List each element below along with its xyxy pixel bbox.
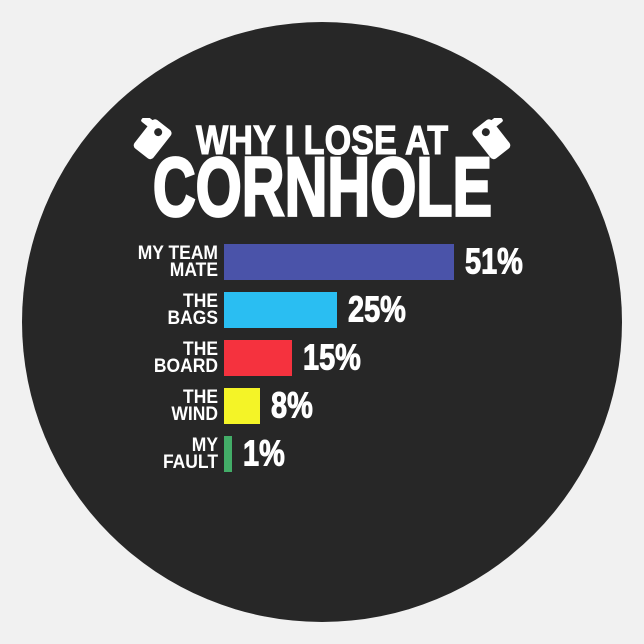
category-label: THE WIND — [135, 387, 218, 425]
cornhole-board-icon — [133, 118, 172, 160]
title-line2: CORNHOLE — [151, 140, 492, 235]
title-line2-wrap: CORNHOLE — [22, 144, 622, 230]
category-label-line2: BAGS — [167, 308, 218, 329]
bar — [224, 340, 292, 376]
category-label-line1: MY TEAM — [137, 243, 218, 264]
category-label: THE BAGS — [135, 291, 218, 329]
value-label: 15% — [303, 337, 362, 378]
bar — [224, 244, 454, 280]
category-label-line1: THE — [183, 291, 218, 312]
category-label-line1: THE — [183, 387, 218, 408]
chart-row: MY FAULT 1% — [128, 433, 548, 474]
value-label: 1% — [243, 433, 286, 474]
cornhole-board-icon — [472, 118, 511, 160]
bar-chart: MY TEAM MATE 51% THE BAGS 25% THE BOARD — [128, 241, 548, 484]
chart-row: THE BAGS 25% — [128, 289, 548, 330]
chart-row: THE WIND 8% — [128, 385, 548, 426]
category-label-line1: MY — [191, 435, 218, 456]
title-row: WHY I LOSE AT — [22, 117, 622, 164]
bar — [224, 388, 260, 424]
category-label: THE BOARD — [135, 339, 218, 377]
category-label-line2: MATE — [169, 260, 218, 281]
bar — [224, 292, 337, 328]
value-label: 25% — [348, 289, 407, 330]
category-label-line2: BOARD — [153, 356, 218, 377]
category-label-line2: FAULT — [162, 452, 218, 473]
bar — [224, 436, 232, 472]
value-label: 51% — [465, 241, 524, 282]
title-line1: WHY I LOSE AT — [195, 117, 449, 164]
category-label-line2: WIND — [171, 404, 218, 425]
chart-row: THE BOARD 15% — [128, 337, 548, 378]
chart-row: MY TEAM MATE 51% — [128, 241, 548, 282]
category-label: MY TEAM MATE — [135, 243, 218, 281]
category-label: MY FAULT — [135, 435, 218, 473]
value-label: 8% — [271, 385, 314, 426]
sticker-circle: WHY I LOSE AT CORNHOLE MY TEAM MATE 51% — [22, 22, 622, 622]
category-label-line1: THE — [183, 339, 218, 360]
